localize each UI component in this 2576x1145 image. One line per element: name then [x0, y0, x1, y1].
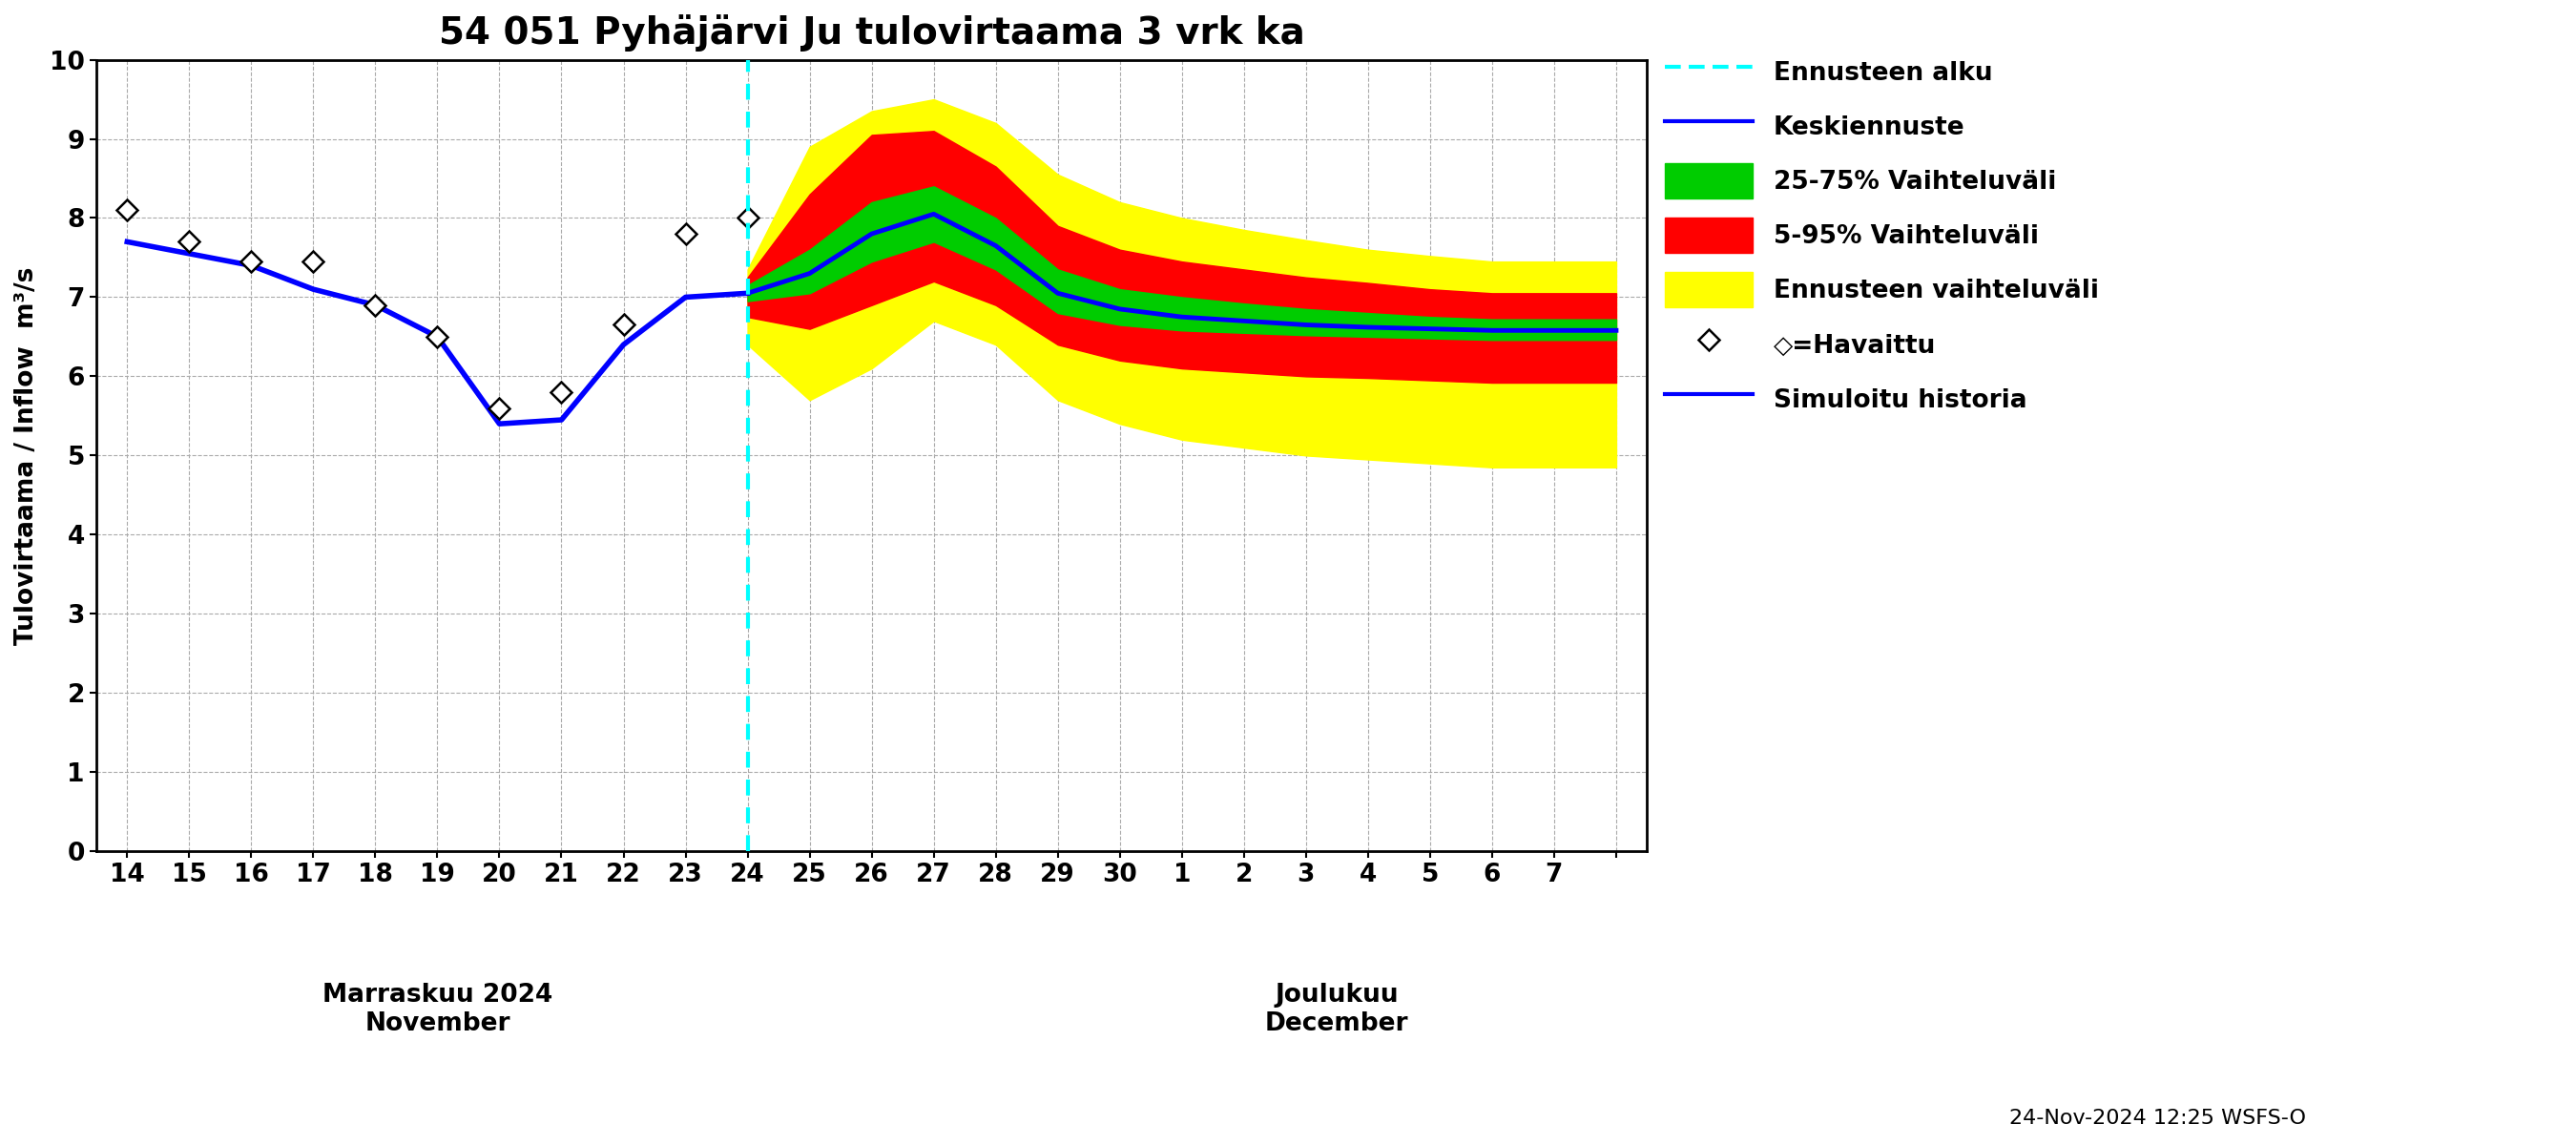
Y-axis label: Tulovirtaama / Inflow  m³/s: Tulovirtaama / Inflow m³/s: [15, 267, 39, 645]
Text: Joulukuu
December: Joulukuu December: [1265, 982, 1409, 1036]
Text: 24-Nov-2024 12:25 WSFS-O: 24-Nov-2024 12:25 WSFS-O: [2009, 1108, 2306, 1128]
Title: 54 051 Pyhäjärvi Ju tulovirtaama 3 vrk ka: 54 051 Pyhäjärvi Ju tulovirtaama 3 vrk k…: [438, 14, 1303, 52]
Legend: Ennusteen alku, Keskiennuste, 25-75% Vaihteluväli, 5-95% Vaihteluväli, Ennusteen: Ennusteen alku, Keskiennuste, 25-75% Vai…: [1654, 44, 2110, 427]
Text: Marraskuu 2024
November: Marraskuu 2024 November: [322, 982, 551, 1036]
